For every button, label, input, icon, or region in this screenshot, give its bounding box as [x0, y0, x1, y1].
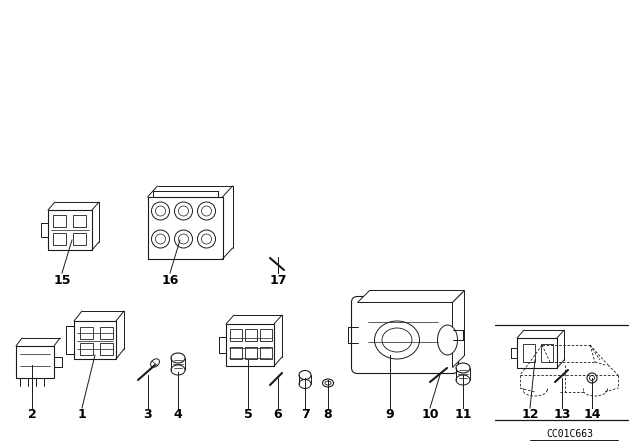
- Text: 12: 12: [521, 409, 539, 422]
- Ellipse shape: [171, 353, 185, 363]
- Polygon shape: [452, 290, 465, 367]
- Bar: [523, 344, 535, 362]
- Polygon shape: [358, 290, 465, 302]
- Text: 8: 8: [324, 409, 332, 422]
- Bar: [79, 327, 93, 339]
- Circle shape: [179, 206, 189, 216]
- Circle shape: [175, 230, 193, 248]
- Ellipse shape: [456, 375, 470, 385]
- Bar: [16, 346, 54, 378]
- Bar: [226, 324, 274, 366]
- Bar: [72, 233, 86, 245]
- FancyBboxPatch shape: [351, 297, 458, 374]
- Circle shape: [202, 234, 211, 244]
- Text: 14: 14: [583, 409, 601, 422]
- Circle shape: [198, 202, 216, 220]
- Text: 3: 3: [144, 409, 152, 422]
- Ellipse shape: [150, 359, 159, 367]
- Text: 7: 7: [301, 409, 309, 422]
- Bar: [260, 347, 272, 359]
- Bar: [147, 197, 223, 259]
- Text: 2: 2: [28, 409, 36, 422]
- Bar: [230, 329, 242, 341]
- Bar: [79, 343, 93, 355]
- Ellipse shape: [374, 321, 419, 359]
- Bar: [74, 321, 116, 359]
- Text: 9: 9: [386, 409, 394, 422]
- Ellipse shape: [456, 363, 470, 373]
- Bar: [245, 347, 257, 359]
- Bar: [48, 210, 92, 250]
- Bar: [541, 344, 553, 362]
- Text: 4: 4: [173, 409, 182, 422]
- Ellipse shape: [325, 381, 331, 385]
- Circle shape: [198, 230, 216, 248]
- Circle shape: [175, 202, 193, 220]
- Circle shape: [587, 373, 597, 383]
- Text: 1: 1: [77, 409, 86, 422]
- Text: 17: 17: [269, 273, 287, 287]
- Bar: [52, 215, 65, 227]
- Text: 15: 15: [53, 273, 71, 287]
- Ellipse shape: [299, 370, 311, 379]
- Bar: [230, 347, 242, 359]
- Text: 10: 10: [421, 409, 439, 422]
- Ellipse shape: [382, 328, 412, 352]
- Circle shape: [589, 375, 595, 380]
- Circle shape: [156, 234, 166, 244]
- Circle shape: [179, 234, 189, 244]
- Ellipse shape: [323, 379, 333, 387]
- Circle shape: [152, 230, 170, 248]
- Bar: [99, 343, 113, 355]
- Bar: [72, 215, 86, 227]
- Bar: [99, 327, 113, 339]
- Bar: [245, 329, 257, 341]
- Ellipse shape: [299, 379, 311, 388]
- Circle shape: [156, 206, 166, 216]
- Text: CC01C663: CC01C663: [547, 429, 593, 439]
- Text: 13: 13: [554, 409, 571, 422]
- Ellipse shape: [171, 365, 185, 375]
- Text: 6: 6: [274, 409, 282, 422]
- Text: 16: 16: [161, 273, 179, 287]
- Ellipse shape: [438, 325, 458, 355]
- Bar: [517, 338, 557, 368]
- Text: 11: 11: [454, 409, 472, 422]
- Circle shape: [202, 206, 211, 216]
- Bar: [260, 329, 272, 341]
- Circle shape: [152, 202, 170, 220]
- Bar: [52, 233, 65, 245]
- Text: 5: 5: [244, 409, 252, 422]
